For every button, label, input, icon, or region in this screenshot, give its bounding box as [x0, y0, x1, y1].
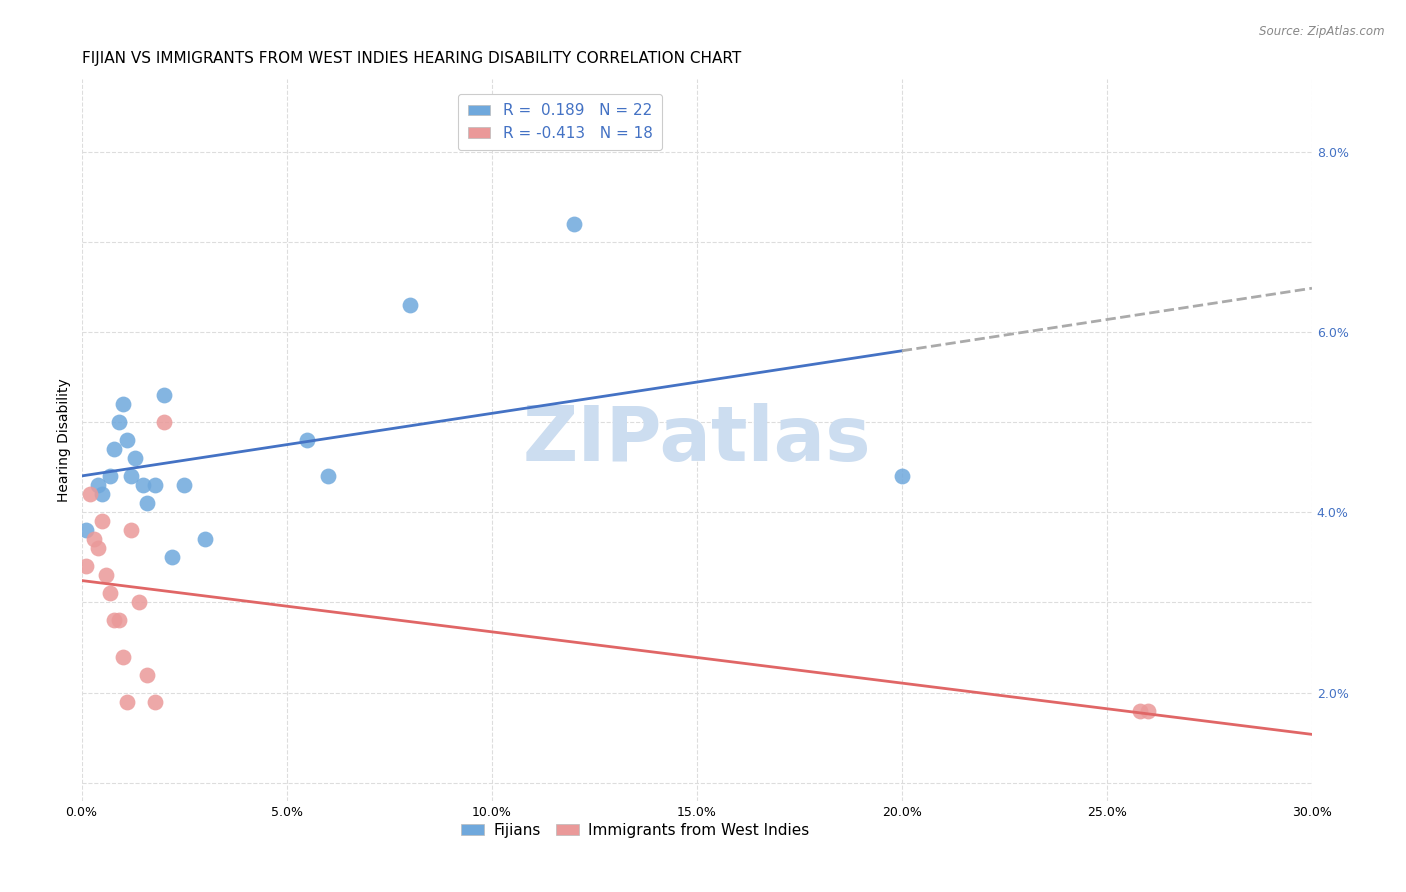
Point — [107, 614, 129, 628]
Point — [79, 487, 101, 501]
Point — [115, 695, 138, 709]
Point — [87, 478, 110, 492]
Point — [128, 595, 150, 609]
Point — [111, 649, 134, 664]
Point — [1136, 704, 1159, 718]
Point — [398, 298, 420, 312]
Point — [136, 667, 159, 681]
Text: ZIPatlas: ZIPatlas — [523, 403, 872, 477]
Point — [194, 533, 217, 547]
Point — [136, 496, 159, 510]
Y-axis label: Hearing Disability: Hearing Disability — [58, 378, 72, 502]
Point — [890, 469, 912, 483]
Point — [173, 478, 195, 492]
Point — [316, 469, 339, 483]
Legend: Fijians, Immigrants from West Indies: Fijians, Immigrants from West Indies — [456, 816, 815, 844]
Point — [96, 568, 118, 582]
Point — [145, 695, 167, 709]
Point — [562, 217, 585, 231]
Point — [124, 451, 146, 466]
Point — [87, 541, 110, 556]
Point — [75, 559, 97, 574]
Point — [1129, 704, 1152, 718]
Point — [160, 550, 183, 565]
Point — [83, 533, 105, 547]
Point — [111, 397, 134, 411]
Point — [115, 433, 138, 447]
Point — [145, 478, 167, 492]
Point — [120, 524, 142, 538]
Point — [75, 524, 97, 538]
Point — [91, 487, 114, 501]
Point — [103, 614, 125, 628]
Point — [152, 388, 174, 402]
Point — [295, 433, 318, 447]
Text: FIJIAN VS IMMIGRANTS FROM WEST INDIES HEARING DISABILITY CORRELATION CHART: FIJIAN VS IMMIGRANTS FROM WEST INDIES HE… — [82, 51, 741, 66]
Point — [107, 415, 129, 429]
Point — [120, 469, 142, 483]
Point — [98, 586, 121, 600]
Point — [152, 415, 174, 429]
Text: Source: ZipAtlas.com: Source: ZipAtlas.com — [1260, 25, 1385, 38]
Point — [98, 469, 121, 483]
Point — [132, 478, 155, 492]
Point — [91, 514, 114, 528]
Point — [103, 442, 125, 457]
